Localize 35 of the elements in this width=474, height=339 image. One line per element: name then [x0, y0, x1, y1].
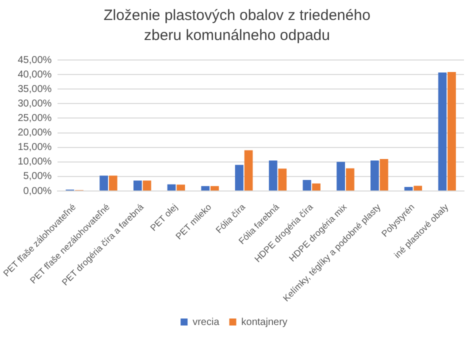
y-tick-label: 5,00% — [23, 171, 52, 182]
y-tick-label: 0,00% — [23, 186, 52, 197]
y-tick-label: 40,00% — [18, 69, 52, 80]
bar — [142, 180, 152, 191]
bar — [278, 168, 287, 191]
bar — [108, 176, 118, 191]
bar — [380, 159, 388, 191]
y-tick-label: 35,00% — [18, 84, 52, 95]
bar — [235, 164, 244, 191]
bar — [302, 180, 312, 191]
bar — [448, 72, 456, 191]
y-tick-label: 25,00% — [18, 112, 52, 124]
y-tick-label: 30,00% — [18, 98, 52, 110]
bar — [346, 168, 354, 191]
bar — [167, 184, 176, 191]
bar — [404, 186, 413, 191]
bar — [312, 183, 320, 191]
bar — [100, 176, 108, 191]
bar — [210, 186, 219, 191]
bar — [176, 184, 186, 191]
legend-label: vrecia — [192, 316, 220, 328]
bar — [370, 160, 379, 191]
bar — [244, 150, 253, 191]
bar — [133, 180, 142, 191]
legend-label: kontajnery — [241, 316, 288, 328]
bar — [336, 162, 346, 191]
y-tick-label: 15,00% — [18, 142, 52, 154]
y-tick-label: 10,00% — [18, 156, 52, 168]
y-tick-label: 45,00% — [18, 54, 52, 66]
bar — [414, 186, 422, 191]
bar — [268, 160, 278, 191]
bar — [438, 72, 447, 191]
chart-title: Zloženie plastových obalov z triedeného zberu komunálneho odpadu — [102, 6, 372, 46]
y-tick-label: 20,00% — [18, 128, 52, 139]
bar — [201, 186, 210, 191]
